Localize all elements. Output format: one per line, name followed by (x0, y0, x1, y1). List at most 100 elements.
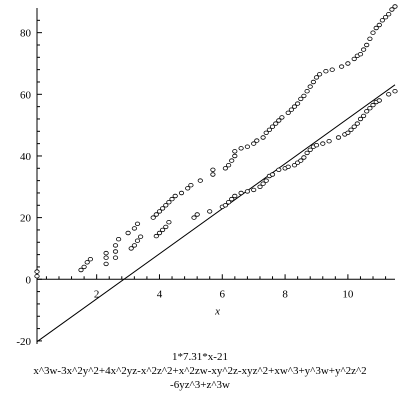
data-point (131, 226, 137, 231)
data-point (364, 109, 370, 114)
data-point (238, 190, 244, 196)
data-point (373, 25, 379, 31)
data-point (112, 255, 119, 260)
x-tick-label: 6 (220, 288, 226, 300)
data-point (197, 178, 203, 183)
data-point (150, 215, 156, 220)
y-tick-label: -20 (16, 336, 31, 348)
data-point (254, 138, 260, 143)
data-point (78, 267, 84, 273)
x-tick-label: 4 (157, 288, 163, 300)
data-point (294, 101, 301, 106)
data-point (260, 135, 266, 140)
data-point (279, 115, 285, 120)
data-point (304, 150, 310, 156)
data-point (379, 18, 385, 23)
data-point (386, 11, 392, 17)
y-tick-label: 60 (20, 89, 32, 101)
data-point (326, 138, 332, 144)
data-point (348, 127, 354, 132)
data-point (172, 193, 178, 199)
data-point (263, 178, 269, 183)
data-point (210, 172, 216, 177)
data-point (222, 166, 228, 171)
data-point (191, 215, 197, 220)
series-3 (125, 4, 398, 236)
data-point (269, 172, 276, 177)
y-tick-label: 80 (20, 28, 32, 40)
data-point (244, 144, 250, 149)
data-point (185, 186, 191, 191)
data-point (232, 193, 238, 199)
data-point (320, 141, 326, 146)
data-point (273, 121, 279, 126)
data-point (260, 181, 266, 186)
data-point (103, 250, 109, 256)
data-point (103, 261, 109, 267)
data-point (34, 269, 40, 274)
data-point (226, 162, 232, 168)
y-tick-label: 20 (20, 213, 32, 225)
data-point (84, 260, 90, 265)
data-point (301, 155, 307, 160)
data-point (226, 199, 232, 205)
data-point (269, 124, 276, 129)
data-point (138, 234, 144, 239)
data-point (367, 36, 373, 41)
data-point (188, 182, 194, 188)
data-point (360, 47, 367, 52)
data-point (134, 221, 141, 226)
data-point (128, 246, 134, 251)
data-point (364, 42, 370, 48)
data-point (156, 230, 163, 236)
plot-area: -20 0 20 40 60 80 2 4 6 8 10 x (16, 4, 398, 348)
data-point (276, 118, 282, 123)
data-point (298, 96, 304, 102)
data-point (116, 236, 122, 242)
data-point (389, 7, 395, 12)
data-point (329, 67, 335, 72)
data-point (357, 116, 364, 122)
data-point (310, 79, 316, 85)
x-tick-label: 8 (282, 288, 288, 300)
data-point (382, 15, 389, 20)
data-point (229, 158, 235, 163)
data-point (153, 212, 159, 217)
data-point (87, 257, 94, 262)
data-point (288, 107, 294, 112)
data-point (301, 93, 307, 99)
data-point (376, 98, 382, 103)
data-point (345, 61, 351, 66)
data-point (263, 130, 269, 135)
data-point (166, 199, 172, 205)
y-tick-label: 0 (26, 274, 32, 286)
data-point (34, 274, 40, 279)
axes (36, 8, 395, 344)
data-point (304, 88, 310, 94)
data-point (160, 227, 166, 233)
data-point (386, 92, 392, 97)
data-point (351, 56, 357, 62)
x-tick-label: 2 (94, 288, 100, 300)
data-point (207, 209, 213, 214)
data-point (285, 110, 291, 115)
tick-labels: -20 0 20 40 60 80 2 4 6 8 10 (16, 28, 354, 348)
data-point (313, 142, 320, 148)
data-point (392, 88, 398, 94)
data-point (370, 30, 376, 35)
data-point (125, 230, 131, 236)
data-point (354, 121, 360, 126)
data-point (251, 187, 257, 193)
data-point (232, 153, 238, 159)
data-point (323, 68, 329, 74)
data-point (131, 243, 137, 248)
x-axis-label: x (214, 305, 220, 317)
data-point (257, 184, 263, 189)
data-point (81, 264, 87, 270)
y-tick-label: 40 (20, 151, 32, 163)
data-point (307, 84, 313, 89)
data-point (291, 104, 298, 109)
data-point (229, 196, 235, 202)
data-point (370, 102, 376, 108)
data-point (307, 147, 313, 152)
